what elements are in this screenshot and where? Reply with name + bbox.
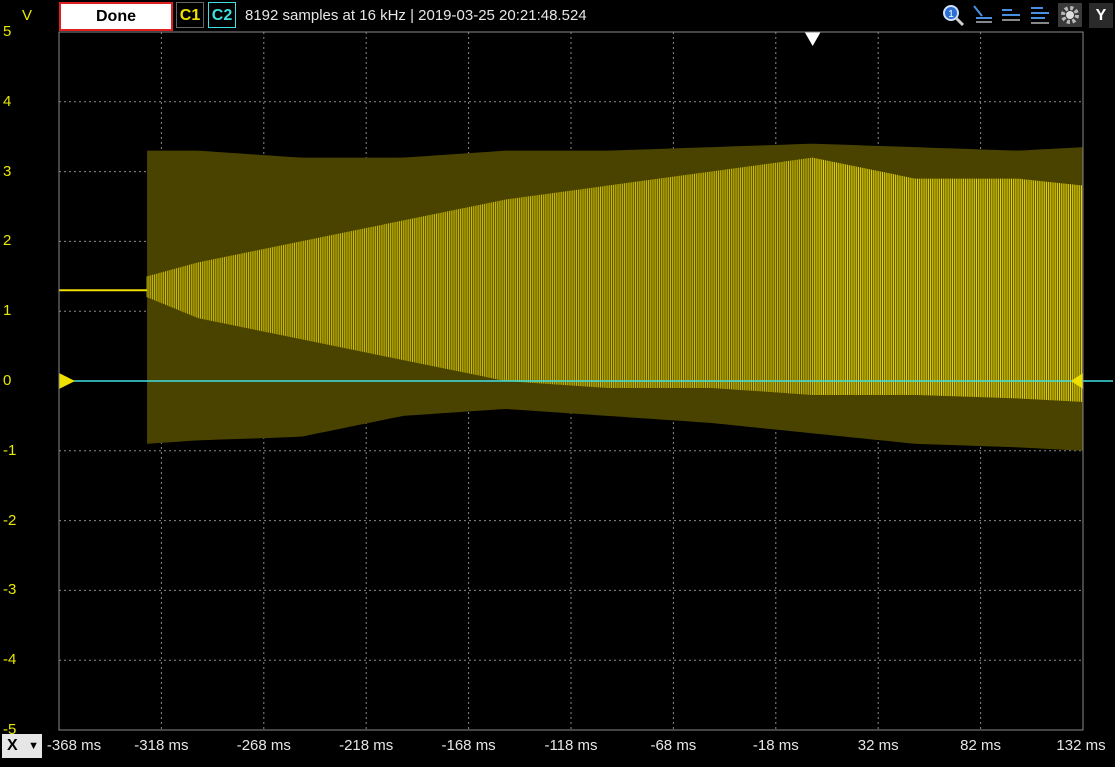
x-tick-label: 32 ms (857, 737, 899, 754)
y-tick-label: 0 (3, 372, 12, 389)
x-axis-selector[interactable]: X ▼ (2, 734, 42, 758)
acquisition-info: 8192 samples at 16 kHz | 2019-03-25 20:2… (245, 7, 587, 24)
settings-gear-icon[interactable] (1058, 3, 1082, 27)
chevron-down-icon: ▼ (28, 740, 39, 752)
y-axis-button[interactable]: Y (1089, 3, 1113, 28)
y-tick-label: -5 (3, 721, 17, 738)
y-tick-label: 5 (3, 23, 12, 40)
channel-2-button[interactable]: C2 (208, 2, 236, 28)
zoom-icon[interactable]: 1 (941, 3, 965, 27)
x-tick-label: -318 ms (134, 737, 189, 754)
y-tick-label: 3 (3, 162, 12, 180)
y-tick-label: -4 (3, 651, 17, 669)
y-tick-label: 2 (3, 232, 12, 250)
y-tick-label: 4 (3, 92, 12, 110)
x-axis-selector-label: X (7, 737, 18, 754)
plot-border (58, 31, 1084, 731)
y-tick-label: -1 (3, 441, 17, 459)
x-tick-label: 132 ms (1056, 737, 1106, 754)
cursor-1-icon[interactable] (970, 3, 994, 27)
x-tick-label: 82 ms (960, 737, 1002, 754)
x-tick-label: -368 ms (46, 737, 102, 754)
x-tick-label: -118 ms (544, 737, 598, 754)
trigger-position-marker[interactable] (804, 32, 821, 46)
y-unit-label: V (22, 7, 33, 24)
y-tick-label: 1 (3, 302, 12, 320)
done-button[interactable]: Done (59, 2, 173, 31)
cursor-2-icon[interactable] (999, 3, 1023, 27)
y-tick-label: -3 (3, 581, 17, 599)
cursor-3-icon[interactable] (1028, 3, 1052, 27)
x-tick-label: -68 ms (650, 737, 697, 754)
x-tick-label: -18 ms (752, 737, 799, 754)
channel-zero-marker-left[interactable] (59, 373, 75, 389)
channel-1-trace (146, 157, 1083, 402)
channel-1-button[interactable]: C1 (176, 2, 204, 28)
x-tick-label: -218 ms (339, 737, 394, 754)
svg-text:1: 1 (948, 9, 954, 20)
y-tick-label: -2 (3, 511, 17, 529)
x-tick-label: -268 ms (236, 737, 291, 754)
channel-zero-marker-right[interactable] (1071, 373, 1083, 389)
toolbar: V Done C1 C2 8192 samples at 16 kHz | 20… (0, 0, 1115, 32)
x-tick-label: -168 ms (441, 737, 496, 754)
